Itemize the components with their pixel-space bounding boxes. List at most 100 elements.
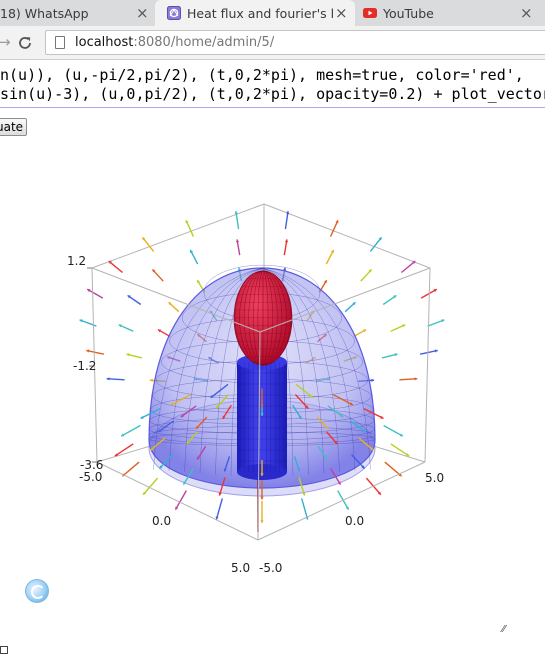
vector-arrow (174, 490, 187, 511)
vector-arrow (185, 219, 195, 237)
jmol-logo-icon[interactable] (25, 579, 49, 603)
vector-arrow (86, 349, 104, 355)
url-path: :8080/home/admin/5/ (133, 35, 275, 50)
mesh-longitude (261, 267, 356, 471)
vector-arrow (363, 408, 384, 420)
vector-arrow (327, 405, 344, 418)
vector-arrow (383, 424, 404, 437)
tab-heat-flux[interactable]: Heat flux and fourier's l × (155, 0, 355, 26)
resize-handle-icon[interactable]: ⁄⁄ (502, 624, 506, 635)
tab-whatsapp[interactable]: 18) WhatsApp × (0, 0, 160, 26)
vector-arrow-head (380, 415, 384, 419)
reload-icon[interactable] (16, 34, 34, 52)
address-bar[interactable]: localhost:8080/home/admin/5/ (45, 30, 545, 55)
bounding-box-edge (263, 203, 431, 269)
vector-arrow-head (140, 415, 144, 419)
vector-arrow-head (86, 349, 90, 353)
vector-arrow-head (349, 402, 353, 406)
vector-arrow-head (323, 280, 327, 284)
vector-arrow-head (142, 237, 146, 241)
vector-arrow-head (405, 453, 410, 457)
vector-arrow (294, 394, 309, 409)
mesh-longitude (199, 267, 263, 474)
mesh-longitude (184, 267, 263, 473)
vector-arrow-head (79, 319, 83, 323)
vector-arrow-head (282, 267, 287, 271)
y-tick-label: -5.0 (259, 561, 283, 575)
vector-arrow-head (378, 237, 382, 241)
vector-arrow-head (399, 433, 403, 437)
vector-arrow-head (433, 289, 437, 293)
vector-arrow-head (330, 249, 334, 254)
z-tick-label: 1.2 (67, 254, 87, 268)
code-cell[interactable]: n(u)), (u,-pi/2,pi/2), (t,0,2*pi), mesh=… (0, 64, 545, 108)
vector-arrow (218, 477, 226, 496)
vector-arrow (141, 236, 155, 252)
bounding-box-front (87, 267, 431, 541)
vector-arrow (298, 477, 306, 496)
bounding-box-edge (257, 461, 426, 541)
vector-arrow-head (260, 404, 264, 408)
vector-arrow-head (223, 468, 227, 472)
tab-strip: 18) WhatsApp × Heat flux and fourier's l… (0, 0, 545, 26)
tab-title: YouTube (383, 5, 434, 21)
bounding-box-edge (259, 267, 431, 333)
vector-arrow-head (412, 261, 416, 265)
code-line: sin(u)-3), (u,0,pi/2), (t,0,2*pi), opaci… (0, 85, 545, 103)
vector-arrow-head (305, 405, 309, 409)
vector-arrow (142, 477, 159, 496)
evaluate-button[interactable]: uate (0, 118, 28, 136)
vector-arrow (329, 219, 339, 237)
close-icon[interactable]: × (520, 4, 533, 22)
vector-arrow-head (215, 405, 219, 409)
plot-3d-viewer[interactable]: 1.2 -1.2 -3.6 -5.0 0.0 5.0 -5.0 0.0 5.0 (0, 140, 545, 640)
vector-arrow-head (402, 324, 406, 328)
vector-arrow-head (286, 211, 290, 215)
vector-arrow-head (121, 433, 125, 437)
bounding-box-edge (96, 461, 259, 541)
vector-arrow-head (168, 302, 172, 306)
tab-title: Heat flux and fourier's l (187, 5, 335, 21)
y-tick-label: 0.0 (345, 514, 365, 528)
forward-icon[interactable]: → (0, 33, 11, 51)
vector-arrow-head (260, 413, 264, 416)
vector-arrow (215, 498, 224, 520)
vector-arrow-head (87, 289, 91, 293)
vector-arrow-head (197, 456, 200, 460)
vector-arrow (284, 211, 289, 230)
vector-arrow-head (284, 239, 289, 243)
vector-arrow-head (180, 414, 184, 418)
vector-arrow-head (394, 353, 398, 357)
plot-canvas[interactable] (0, 140, 545, 640)
vector-arrow-head (171, 402, 175, 406)
vector-arrow-head (325, 425, 329, 429)
close-icon[interactable]: × (136, 4, 149, 22)
vector-arrow-head (352, 302, 356, 306)
vector-arrow (369, 236, 383, 252)
x-tick-label: -5.0 (79, 470, 103, 484)
vector-arrow (108, 260, 123, 274)
vector-arrow (351, 454, 366, 470)
vector-arrow-head (152, 269, 156, 273)
worksheet-menu-icon[interactable] (0, 646, 8, 654)
vector-arrow-head (371, 378, 375, 382)
tab-youtube[interactable]: YouTube × (355, 0, 545, 26)
bounding-box-edge (91, 267, 261, 333)
mesh-longitude (153, 267, 263, 470)
bounding-box-edge (424, 267, 431, 463)
vector-arrow-head (114, 453, 119, 457)
vector-arrow-head (368, 269, 372, 273)
vector-arrow (399, 377, 418, 381)
vector-arrow-head (118, 324, 122, 328)
vector-arrow (180, 405, 197, 418)
vector-arrow-head (106, 377, 110, 381)
vector-arrow (106, 377, 125, 381)
vector-arrow (86, 288, 104, 299)
bounding-box-edge (91, 267, 98, 463)
vector-arrow-head (185, 220, 189, 224)
vector-arrow-head (190, 249, 194, 254)
vector-arrow-head (150, 447, 154, 451)
vector-arrow-head (127, 295, 131, 299)
vector-arrow-head (310, 394, 314, 398)
close-icon[interactable]: × (335, 4, 348, 22)
